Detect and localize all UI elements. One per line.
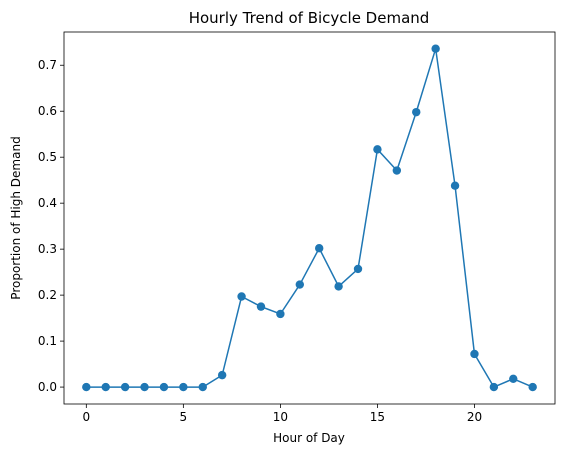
x-tick-label: 0 <box>82 410 90 424</box>
series-line <box>86 47 533 388</box>
data-point <box>528 382 537 392</box>
data-point <box>217 370 227 380</box>
data-point <box>82 382 91 392</box>
axes-frame <box>63 31 556 405</box>
y-tick-label: 0.6 <box>38 104 57 118</box>
data-point <box>120 382 130 392</box>
y-tick-label: 0.0 <box>38 380 57 394</box>
x-tick-label: 20 <box>467 410 482 424</box>
data-point <box>489 382 499 392</box>
data-point <box>276 309 285 319</box>
y-tick-label: 0.1 <box>38 334 57 348</box>
x-tick-label: 15 <box>370 410 385 424</box>
data-point <box>412 107 421 117</box>
y-tick-label: 0.4 <box>38 196 57 210</box>
data-point <box>392 166 402 175</box>
data-point <box>315 244 324 253</box>
x-tick-label: 10 <box>273 410 288 424</box>
data-point <box>179 382 188 392</box>
data-point <box>450 181 460 190</box>
y-tick-label: 0.3 <box>38 242 57 256</box>
data-point <box>509 374 518 384</box>
chart-title: Hourly Trend of Bicycle Demand <box>189 9 430 27</box>
data-point <box>295 280 304 289</box>
data-point <box>431 44 440 53</box>
x-axis-label: Hour of Day <box>273 431 345 445</box>
data-point <box>198 382 207 392</box>
x-tick-label: 5 <box>180 410 188 424</box>
data-point <box>256 302 266 311</box>
data-point <box>353 264 363 274</box>
data-point <box>470 349 479 359</box>
y-tick-label: 0.5 <box>38 150 57 164</box>
data-point <box>237 292 246 301</box>
y-axis-label: Proportion of High Demand <box>9 136 23 299</box>
y-tick-label: 0.7 <box>38 58 57 72</box>
plot-area: 0 5 10 15 20 0.0 0.1 0.2 0.3 0.4 0.5 0.6 0.7 <box>38 31 556 424</box>
y-tick-label: 0.2 <box>38 288 57 302</box>
data-point <box>159 382 169 392</box>
data-point <box>373 145 382 154</box>
data-point <box>101 382 110 392</box>
data-point <box>140 382 149 392</box>
data-point <box>334 282 343 291</box>
